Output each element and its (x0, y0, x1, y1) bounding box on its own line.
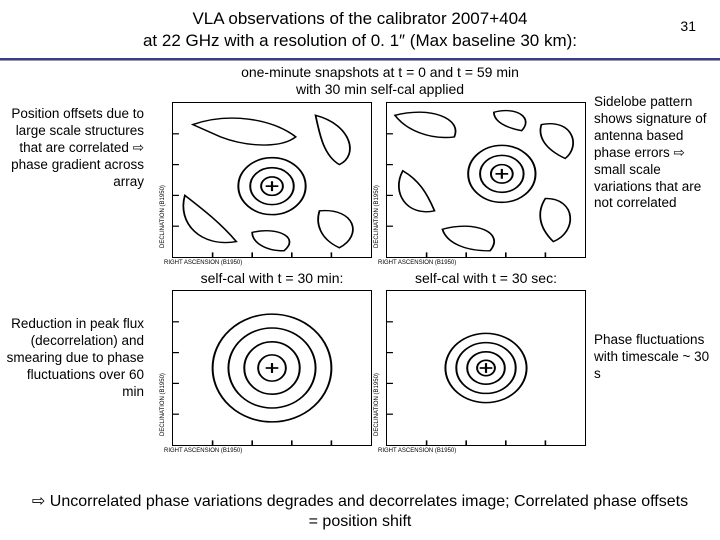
contour-plot-selfcal-30sec (386, 290, 586, 446)
title-line-2: at 22 GHz with a resolution of 0. 1″ (Ma… (60, 30, 660, 52)
subtitle-line-1: one-minute snapshots at t = 0 and t = 59… (241, 64, 519, 80)
contour-plot-t0 (172, 102, 372, 258)
axis-y-label-p1: DECLINATION (B1950) (160, 185, 166, 248)
plot-label-selfcal-30min: self-cal with t = 30 min: (172, 270, 372, 286)
left-annotation-1: Position offsets due to large scale stru… (4, 106, 144, 190)
subtitle-top: one-minute snapshots at t = 0 and t = 59… (180, 64, 580, 98)
axis-x-label-p4: RIGHT ASCENSION (B1950) (378, 448, 456, 454)
axis-x-label-p3: RIGHT ASCENSION (B1950) (164, 448, 242, 454)
right-annotation-2: Phase fluctuations with timescale ~ 30 s (594, 332, 714, 383)
axis-x-label-p1: RIGHT ASCENSION (B1950) (164, 260, 242, 266)
right-annotation-1: Sidelobe pattern shows signature of ante… (594, 94, 714, 212)
left-annotation-2: Reduction in peak flux (decorrelation) a… (4, 316, 144, 400)
plot-label-selfcal-30sec: self-cal with t = 30 sec: (386, 270, 586, 286)
axis-y-label-p3: DECLINATION (B1950) (160, 373, 166, 436)
contour-plot-t59 (386, 102, 586, 258)
axis-y-label-p4: DECLINATION (B1950) (374, 373, 380, 436)
contour-plot-selfcal-30min (172, 290, 372, 446)
subtitle-line-2: with 30 min self-cal applied (296, 81, 464, 97)
page-number: 31 (680, 18, 696, 34)
title-area: VLA observations of the calibrator 2007+… (0, 0, 720, 56)
axis-y-label-p2: DECLINATION (B1950) (374, 185, 380, 248)
content-area: one-minute snapshots at t = 0 and t = 59… (0, 60, 720, 500)
axis-x-label-p2: RIGHT ASCENSION (B1950) (378, 260, 456, 266)
conclusion-text: ⇨ Uncorrelated phase variations degrades… (30, 492, 690, 532)
title-line-1: VLA observations of the calibrator 2007+… (60, 8, 660, 30)
